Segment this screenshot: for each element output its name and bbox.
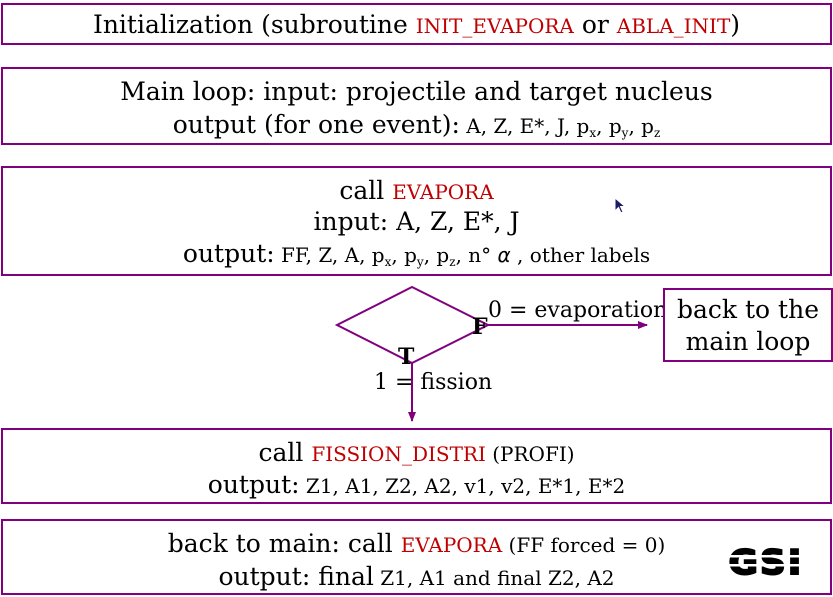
evapora-output-lead: output:	[182, 239, 275, 268]
evapora-box: call EVAPORA input: A, Z, E*, J output: …	[1, 166, 832, 276]
final-output-and: and final	[453, 566, 542, 590]
init-evapora-routine: INIT_EVAPORA	[415, 14, 574, 38]
ff-forced-note: (FF forced = 0)	[502, 533, 666, 557]
initialization-joiner: or	[573, 10, 617, 39]
fission-distri-routine: FISSION_DISTRI	[311, 442, 486, 466]
mouse-cursor-icon	[614, 197, 627, 214]
alpha-symbol: α	[497, 243, 511, 267]
final-output-first: Z1, A1	[373, 566, 454, 590]
main-loop-input-text: Main loop: input: projectile and target …	[120, 77, 713, 106]
initialization-text: Initialization (subroutine INIT_EVAPORA …	[3, 12, 830, 37]
evaporation-label: 0 = evaporation	[488, 298, 668, 323]
initialization-prefix: Initialization (subroutine	[92, 10, 416, 39]
evapora-call-word: call	[339, 176, 393, 205]
back-to-main-evapora-routine: EVAPORA	[400, 533, 503, 557]
back-to-main-output-text: output: final Z1, A1 and final Z2, A2	[3, 564, 830, 589]
evapora-output-vars: FF, Z, A, px, py, pz, n° α , other label…	[274, 243, 651, 270]
profi-note: (PROFI)	[485, 442, 575, 466]
fission-output-text: output: Z1, A1, Z2, A2, v1, v2, E*1, E*2	[3, 472, 830, 497]
fission-call-word: call	[258, 438, 312, 467]
main-loop-box: Main loop: input: projectile and target …	[1, 67, 832, 145]
fission-label: 1 = fission	[374, 370, 493, 395]
final-output-lead: output: final	[218, 562, 374, 591]
back-to-main-call-text: back to main: call EVAPORA (FF forced = …	[3, 531, 830, 556]
svg-text:GSI: GSI	[729, 545, 804, 579]
evapora-input-text: input: A, Z, E*, J	[313, 207, 520, 236]
initialization-box: Initialization (subroutine INIT_EVAPORA …	[1, 3, 832, 45]
fission-distri-box: call FISSION_DISTRI (PROFI) output: Z1, …	[1, 428, 832, 504]
main-loop-output-lead: output (for one event):	[172, 110, 460, 139]
back-to-main-line1: back to the	[677, 295, 819, 324]
evapora-routine: EVAPORA	[392, 180, 494, 204]
initialization-suffix: )	[730, 10, 741, 39]
true-branch-mark: T	[398, 344, 415, 370]
gsi-logo: GSI	[704, 545, 822, 579]
false-branch-mark: F	[472, 314, 488, 340]
main-loop-output-vars: A, Z, E*, J, px, py, pz	[459, 114, 661, 141]
fission-output-vars: Z1, A1, Z2, A2, v1, v2, E*1, E*2	[299, 474, 626, 498]
back-to-main-evapora-box: back to main: call EVAPORA (FF forced = …	[1, 519, 832, 595]
evapora-output-text: output: FF, Z, A, px, py, pz, n° α , oth…	[3, 239, 830, 270]
final-output-second: Z2, A2	[541, 566, 615, 590]
back-to-main-line2: main loop	[685, 327, 811, 356]
abla-init-routine: ABLA_INIT	[616, 14, 731, 38]
back-to-main-call-lead: back to main: call	[167, 529, 401, 558]
back-to-main-loop-box: back to the main loop	[663, 288, 833, 362]
main-loop-output-text: output (for one event): A, Z, E*, J, px,…	[3, 110, 830, 141]
fission-output-lead: output:	[207, 470, 300, 499]
fission-call-text: call FISSION_DISTRI (PROFI)	[3, 440, 830, 465]
evapora-call-text: call EVAPORA	[3, 178, 830, 203]
